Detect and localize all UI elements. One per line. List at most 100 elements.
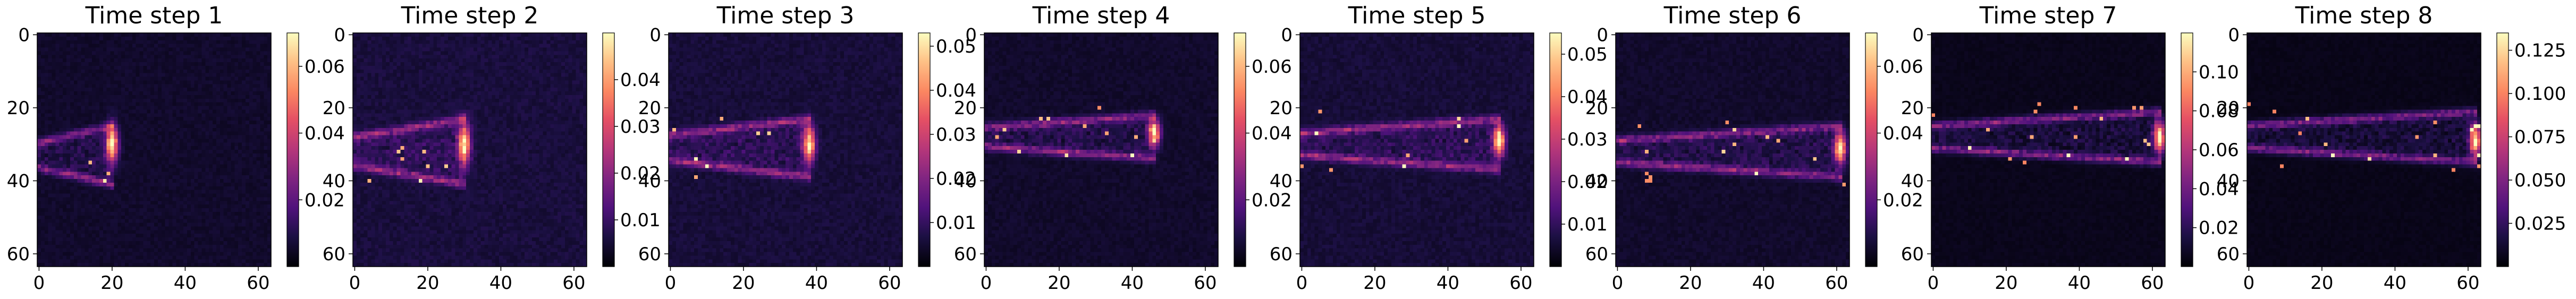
x-tick-label: 40 — [805, 272, 828, 294]
x-tick-label: 20 — [1679, 272, 1702, 294]
x-tick-label: 40 — [489, 272, 512, 294]
y-tick-label: 40 — [1585, 170, 1608, 192]
y-tick-label: 20 — [2217, 98, 2240, 119]
heatmap-frame — [2246, 32, 2481, 267]
heatmap-frame — [668, 32, 903, 267]
colorbar-tick-label: 0.08 — [2199, 101, 2239, 122]
y-tick-label: 20 — [1901, 98, 1924, 119]
panel-title: Time step 4 — [1032, 2, 1170, 29]
heatmap-image — [669, 33, 902, 267]
colorbar-tick-label: 0.03 — [936, 124, 976, 146]
panel-title: Time step 7 — [1979, 2, 2117, 29]
y-tick-label: 60 — [2217, 244, 2240, 265]
colorbar-tick-label: 0.025 — [2514, 213, 2566, 235]
y-tick-label: 60 — [323, 244, 345, 265]
y-tick-label: 20 — [1585, 98, 1608, 119]
y-tick-label: 0 — [1281, 24, 1293, 46]
panel-8: Time step 80 20 40 6002040600.0250.0500.075… — [2217, 2, 2566, 294]
x-tick-label: 0 — [981, 272, 992, 294]
x-tick-label: 60 — [2141, 272, 2164, 294]
colorbar-tick-label: 0.04 — [2199, 178, 2239, 200]
colorbar-tick-label: 0.125 — [2514, 40, 2566, 62]
x-tick-label: 20 — [732, 272, 755, 294]
colorbar-tick-label: 0.02 — [1252, 190, 1292, 211]
panel-title: Time step 1 — [85, 2, 223, 29]
y-tick-label: 0 — [334, 24, 345, 46]
colorbar-tick-label: 0.02 — [1567, 172, 1608, 193]
y-tick-label: 20 — [1270, 98, 1293, 119]
x-tick-label: 40 — [174, 272, 197, 294]
y-tick-label: 60 — [638, 244, 661, 265]
colorbar-tick-label: 0.02 — [620, 163, 661, 184]
colorbar-tick-label: 0.06 — [1883, 56, 1923, 78]
x-tick-label: 40 — [2384, 272, 2406, 294]
x-tick-label: 60 — [247, 272, 269, 294]
panel-title: Time step 8 — [2295, 2, 2433, 29]
heatmap-image — [984, 33, 1218, 267]
heatmap-frame — [984, 32, 1219, 267]
colorbar-tick-label: 0.075 — [2514, 127, 2566, 148]
colorbar-tick-label: 0.01 — [1567, 214, 1608, 235]
panel-5: Time step 5 0 20 40 60 0 20 40 60 0.01 0.02 0.03 0.0… — [1270, 2, 1608, 294]
y-tick-label: 60 — [1270, 244, 1293, 265]
x-tick-label: 20 — [1363, 272, 1386, 294]
colorbar-tick-label: 0.04 — [1567, 87, 1608, 108]
panel-2: Time step 20 20 40 6002040600.010.020.030.0… — [323, 2, 661, 294]
colorbar-tick-label: 0.06 — [2199, 140, 2239, 161]
heatmap-frame — [352, 32, 587, 267]
y-tick-label: 40 — [1270, 170, 1293, 192]
colorbar-tick-label: 0.05 — [936, 36, 976, 57]
x-tick-label: 60 — [562, 272, 585, 294]
x-tick-label: 20 — [1995, 272, 2017, 294]
heatmap-image — [353, 33, 587, 267]
y-tick-label: 0 — [1597, 24, 1608, 46]
colorbar-tick-label: 0.04 — [1883, 123, 1923, 144]
x-tick-label: 40 — [1752, 272, 1775, 294]
y-tick-label: 20 — [954, 98, 977, 119]
x-tick-label: 60 — [1509, 272, 1532, 294]
colorbar — [918, 32, 931, 267]
colorbar-tick-label: 0.10 — [2199, 62, 2239, 83]
x-tick-label: 60 — [1194, 272, 1217, 294]
y-tick-label: 60 — [1585, 244, 1608, 265]
y-tick-label: 0 — [649, 24, 661, 46]
heatmap-frame — [37, 32, 272, 267]
colorbar-tick-label: 0.01 — [936, 212, 976, 234]
colorbar-tick-label: 0.02 — [1883, 190, 1923, 211]
y-tick-label: 40 — [1901, 170, 1924, 192]
heatmap-image — [37, 33, 271, 267]
x-tick-label: 0 — [349, 272, 361, 294]
colorbar-tick-label: 0.100 — [2514, 83, 2566, 105]
colorbar — [1234, 32, 1246, 267]
panel-title: Time step 5 — [1348, 2, 1486, 29]
colorbar-tick-label: 0.050 — [2514, 170, 2566, 191]
x-tick-label: 20 — [416, 272, 439, 294]
colorbar-tick-label: 0.04 — [620, 70, 661, 91]
y-tick-label: 40 — [2217, 170, 2240, 192]
heatmap-image — [1300, 33, 1534, 267]
colorbar-tick-label: 0.03 — [1567, 129, 1608, 150]
x-tick-label: 0 — [33, 272, 45, 294]
heatmap-frame — [1299, 32, 1534, 267]
x-tick-label: 20 — [2310, 272, 2333, 294]
panel-4: Time step 4 0 20 40 60 0 20 40 60 0.02 0.04 0.06 — [954, 2, 1292, 294]
x-tick-label: 20 — [1048, 272, 1070, 294]
y-tick-label: 60 — [7, 244, 30, 265]
colorbar — [286, 32, 299, 267]
y-tick-label: 40 — [638, 170, 661, 192]
y-tick-label: 40 — [7, 170, 30, 192]
colorbar-tick-label: 0.04 — [1252, 123, 1292, 144]
y-tick-label: 40 — [954, 170, 977, 192]
y-tick-label: 20 — [638, 98, 661, 119]
colorbar-tick-label: 0.04 — [305, 123, 345, 144]
heatmap-image — [1931, 33, 2165, 267]
x-tick-label: 40 — [2068, 272, 2091, 294]
colorbar-tick-label: 0.02 — [305, 190, 345, 211]
colorbar — [2496, 32, 2509, 267]
colorbar-tick-label: 0.02 — [2199, 218, 2239, 239]
heatmap-frame — [1931, 32, 2166, 267]
colorbar-tick-label: 0.06 — [1252, 56, 1292, 78]
colorbar-tick-label: 0.04 — [936, 80, 976, 101]
